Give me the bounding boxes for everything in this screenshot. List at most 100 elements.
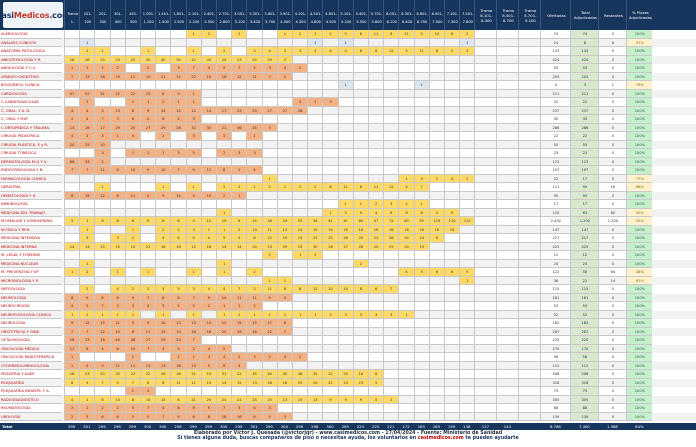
specialty-label[interactable]: M.FÍSICA Y REH. xyxy=(0,226,62,234)
specialty-label[interactable]: ENDOCRINOLOGÍA Y N. xyxy=(0,166,62,175)
casimedicos-logo[interactable]: CasiMedicos.com xyxy=(3,2,63,28)
tramo-cell xyxy=(398,81,414,90)
tramo-cell: 8 xyxy=(124,395,140,404)
tramo-cell xyxy=(368,293,384,302)
specialty-label[interactable]: C.ORTOPÉDICA Y TRAUMA. xyxy=(0,124,62,132)
footer-help-link[interactable]: casimedicos.com xyxy=(417,436,464,442)
adjudicated-percent: 100% xyxy=(626,234,653,243)
tramo-cell xyxy=(322,353,338,362)
specialty-label[interactable]: C. GRAL. Y A. D. xyxy=(0,107,62,115)
tramo-cell: 20 xyxy=(246,106,262,115)
specialty-label[interactable]: RADIODIAGNÓSTICO xyxy=(0,396,62,404)
adjudicated-count: 8 xyxy=(570,38,599,47)
tramo-extra-cell xyxy=(496,55,519,64)
specialty-label[interactable]: CARDIOLOGÍA xyxy=(0,90,62,98)
header-restantes: Restantes xyxy=(598,0,627,30)
tramo-cell xyxy=(216,89,232,98)
specialty-label[interactable]: UROLOGÍA xyxy=(0,413,62,421)
header-col-to: 1.500 xyxy=(158,20,169,24)
tramo-cell xyxy=(307,89,323,98)
specialty-label[interactable]: C.CARDIOVASCULAR xyxy=(0,98,62,107)
specialty-label[interactable]: ONCOLOGÍA RADIOTERÁPICA xyxy=(0,353,62,362)
specialty-label[interactable]: HEMATOLOGÍA Y H. xyxy=(0,192,62,200)
specialty-label[interactable]: NEFROLOGÍA xyxy=(0,285,62,294)
tramo-cell: 15 xyxy=(292,234,308,243)
adjudicated-percent: 100% xyxy=(626,353,653,362)
adjudicated-percent: 100% xyxy=(626,132,653,141)
specialty-label[interactable]: OTORRINOLARINGOLOGÍA xyxy=(0,362,62,370)
tramo-cell: 5 xyxy=(185,217,201,226)
tramo-cell: 8 xyxy=(124,106,140,115)
specialty-label[interactable]: DERMATOLOGÍA M-Q Y V. xyxy=(0,158,62,166)
specialty-label[interactable]: M. LEGAL Y FORENSE xyxy=(0,251,62,260)
specialty-label[interactable]: FARMACOLOGÍA CLÍNICA xyxy=(0,175,62,183)
tramo-cell xyxy=(352,353,368,362)
specialty-label[interactable]: C. ORAL Y MXF xyxy=(0,115,62,124)
specialty-label[interactable]: PSIQUIATRÍA INFANTIL Y A. xyxy=(0,387,62,396)
specialty-label[interactable]: MEDICINA NUCLEAR xyxy=(0,260,62,268)
tramo-cell xyxy=(124,64,140,73)
tramo-cell: 6 xyxy=(383,208,399,217)
specialty-label[interactable]: MICROBIOLOGÍA Y P. xyxy=(0,277,62,285)
specialty-label[interactable]: MEDICINA DEL TRABAJO xyxy=(0,209,62,217)
tramo-cell xyxy=(428,183,444,192)
tramo-cell xyxy=(322,157,338,166)
specialty-label[interactable]: APARATO DIGESTIVO xyxy=(0,73,62,81)
tramo-cell: 2 xyxy=(276,72,292,81)
specialty-label[interactable]: MEDICINA INTENSIVA xyxy=(0,234,62,243)
specialty-label[interactable]: ANGIOLOGÍA Y C.V. xyxy=(0,64,62,73)
specialty-label[interactable]: PEDIATRÍA Y ÁAEE xyxy=(0,370,62,379)
specialty-label[interactable]: NEUMOLOGÍA xyxy=(0,294,62,302)
tramo-cell xyxy=(459,225,475,234)
specialty-label[interactable]: OFTALMOLOGÍA xyxy=(0,336,62,345)
specialty-label[interactable]: CIRUGÍA TORÁCICA xyxy=(0,149,62,158)
tramo-cell: 1 xyxy=(216,310,232,319)
specialty-label[interactable]: CIRUGÍA PEDIÁTRICA xyxy=(0,132,62,141)
specialty-label[interactable]: BIOQUÍMICA CLÍNICA xyxy=(0,81,62,90)
specialty-label[interactable]: PSIQUIATRÍA xyxy=(0,379,62,387)
tramo-cell xyxy=(140,251,156,260)
tramo-cell: 2 xyxy=(322,30,338,39)
tramo-cell xyxy=(459,64,475,73)
table-row: GERIATRÍA 1 1 1 5 2 1 2 1 2 2 8 11 8 11 12 4 7 111 95 16 86% xyxy=(0,183,696,192)
remaining-count: 0 xyxy=(598,404,627,413)
tramo-cell: 1 xyxy=(140,47,156,56)
specialty-label[interactable]: INMUNOLOGÍA xyxy=(0,200,62,209)
specialty-label[interactable]: GERIATRÍA xyxy=(0,183,62,192)
specialty-label[interactable]: NEUROCIRUGÍA xyxy=(0,302,62,311)
specialty-label[interactable]: CIRUGÍA PLÁSTICA, E y R. xyxy=(0,141,62,149)
specialty-label[interactable]: ONCOLOGÍA MÉDICA xyxy=(0,345,62,353)
header-col-from: 3.001- xyxy=(233,12,246,16)
specialty-label[interactable]: ANESTESIOLOGÍA Y R. xyxy=(0,56,62,64)
tramo-extra-cell xyxy=(496,72,519,81)
tramo-extra-cell xyxy=(474,72,497,81)
tramo-cell xyxy=(155,47,171,56)
specialty-label[interactable]: M.FAMILIAR Y COMUNITARIA xyxy=(0,217,62,226)
specialty-label[interactable]: ALERGOLOGÍA xyxy=(0,30,62,39)
tramo-cell: 43 xyxy=(200,55,216,64)
table-row: MICROBIOLOGÍA Y P. 1 1 1 36 22 14 61% xyxy=(0,276,696,285)
specialty-label[interactable]: ANATOMÍA PATOLÓGICA xyxy=(0,47,62,56)
tramo-cell: 14 xyxy=(413,234,429,243)
tramo-cell: 2 xyxy=(94,404,110,413)
specialty-label[interactable]: M. PREVENTIVA Y SP xyxy=(0,268,62,277)
tramo-cell xyxy=(231,140,247,149)
specialty-label[interactable]: OBSTETRICIA Y GINE. xyxy=(0,328,62,336)
tramo-cell xyxy=(231,387,247,396)
tramo-cell xyxy=(352,115,368,124)
tramo-cell: 13 xyxy=(307,395,323,404)
specialty-label[interactable]: MEDICINA INTERNA xyxy=(0,243,62,251)
specialty-label[interactable]: NEUROFISIOLOGÍA CLÍNICA xyxy=(0,311,62,319)
remaining-count: 0 xyxy=(598,293,627,302)
tramo-cell xyxy=(383,353,399,362)
tramo-cell xyxy=(413,166,429,175)
tramo-cell: 16 xyxy=(428,225,444,234)
tramo-cell xyxy=(155,387,171,396)
tramo-cell: 5 xyxy=(216,64,232,73)
specialty-label[interactable]: NEUROLOGÍA xyxy=(0,319,62,328)
tramo-cell: 2 xyxy=(79,310,95,319)
specialty-label[interactable]: ANÁLISIS CLÍNICOS xyxy=(0,39,62,47)
tramo-cell xyxy=(231,98,247,107)
specialty-label[interactable]: REUMATOLOGÍA xyxy=(0,404,62,413)
tramo-cell xyxy=(292,404,308,413)
